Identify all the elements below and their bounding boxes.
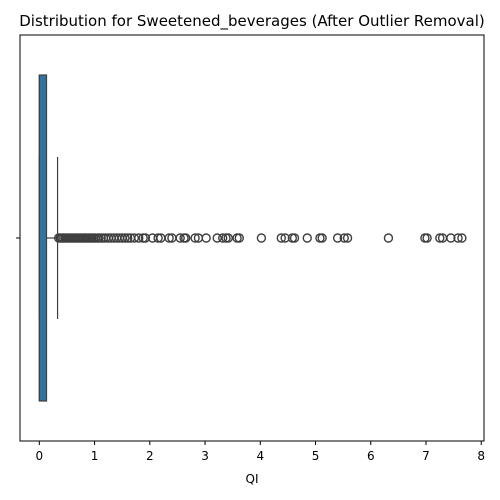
outlier-point <box>453 233 463 243</box>
outlier-point <box>342 233 353 243</box>
iqr-box <box>38 74 48 402</box>
outlier-point <box>256 233 267 243</box>
outlier-point <box>190 233 200 243</box>
x-tick-label: 7 <box>422 449 430 463</box>
outlier-point <box>134 233 144 243</box>
x-tick-label: 4 <box>256 449 264 463</box>
chart-title: Distribution for Sweetened_beverages (Af… <box>19 12 485 31</box>
outlier-point <box>457 233 467 243</box>
outlier-point <box>422 233 432 243</box>
outlier-point <box>212 233 222 243</box>
outlier-point <box>201 233 211 243</box>
outlier-point <box>234 233 244 243</box>
x-tick-label: 6 <box>367 449 375 463</box>
outlier-point <box>339 233 349 243</box>
outlier-point <box>302 233 312 243</box>
x-tick-label: 0 <box>36 449 44 463</box>
outlier-point <box>129 233 140 243</box>
outlier-point <box>181 233 191 243</box>
x-axis-ticks: 0 1 2 3 4 5 6 7 8 <box>36 441 485 463</box>
outlier-point <box>120 233 130 243</box>
outlier-point <box>446 233 456 243</box>
x-tick-label: 2 <box>146 449 154 463</box>
outlier-point <box>383 233 394 243</box>
outlier-point <box>317 233 327 243</box>
outlier-point <box>140 233 151 243</box>
outlier-point <box>332 233 343 243</box>
outlier-point <box>276 233 286 243</box>
x-tick-label: 3 <box>201 449 209 463</box>
outlier-point <box>164 233 174 243</box>
x-axis-label: QI <box>246 472 259 486</box>
outlier-points <box>53 233 467 243</box>
outlier-point <box>223 233 233 243</box>
outlier-point <box>153 233 163 243</box>
outlier-point <box>218 233 228 243</box>
outlier-point <box>280 233 290 243</box>
x-tick-label: 1 <box>91 449 99 463</box>
outlier-point <box>123 233 133 243</box>
x-tick-label: 8 <box>477 449 485 463</box>
outlier-point <box>289 233 300 243</box>
outlier-point <box>175 233 185 243</box>
outlier-point <box>435 233 445 243</box>
x-tick-label: 5 <box>312 449 320 463</box>
